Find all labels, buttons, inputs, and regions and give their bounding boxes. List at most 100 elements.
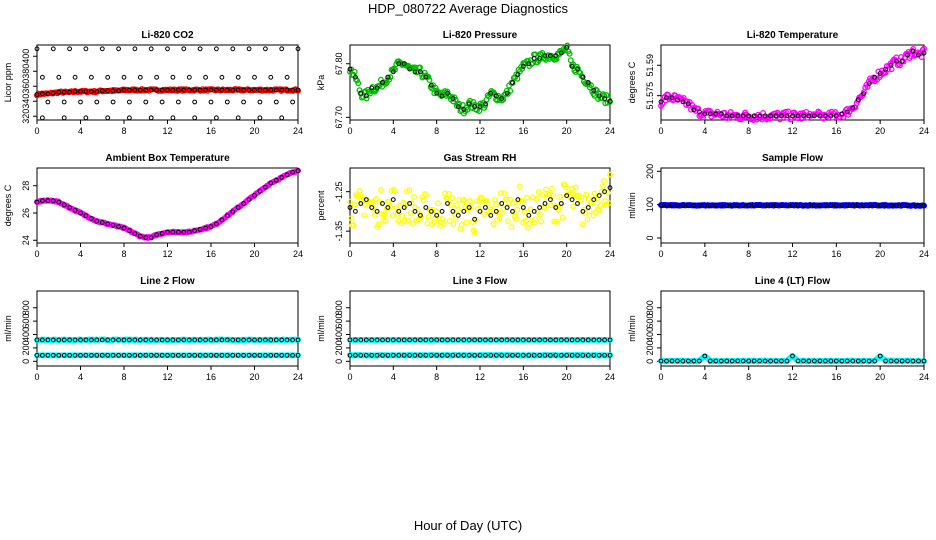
average-point <box>89 74 94 80</box>
data-point <box>481 211 488 217</box>
data-point <box>547 202 554 209</box>
average-point <box>861 91 867 96</box>
average-point <box>390 352 396 358</box>
average-point <box>888 358 894 364</box>
average-point <box>850 358 856 364</box>
average-point <box>680 99 686 105</box>
average-point <box>585 80 591 85</box>
average-point <box>290 337 296 343</box>
average-point <box>580 209 586 214</box>
average-point <box>235 337 241 343</box>
data-point <box>546 191 553 198</box>
average-point <box>596 193 602 199</box>
average-point <box>192 99 198 105</box>
average-point <box>176 87 181 93</box>
average-point <box>439 209 445 214</box>
data-point <box>597 202 604 209</box>
average-point <box>817 113 823 119</box>
average-point <box>548 197 553 203</box>
average-point <box>40 198 45 204</box>
data-point <box>58 352 65 359</box>
average-point <box>905 202 910 208</box>
average-point <box>423 337 429 343</box>
average-point <box>784 113 790 119</box>
average-point <box>510 337 515 343</box>
x-tick-label: 8 <box>746 249 751 259</box>
average-point <box>99 337 105 343</box>
average-point <box>390 197 396 203</box>
average-point <box>34 199 40 205</box>
y-tick-label: 400 <box>21 49 31 64</box>
average-point <box>268 180 274 186</box>
average-point <box>374 337 380 343</box>
data-point <box>788 114 795 121</box>
average-point <box>83 213 89 219</box>
x-tick-label: 12 <box>787 372 797 382</box>
x-tick-label: 24 <box>605 249 615 259</box>
average-point <box>72 207 78 213</box>
average-point <box>181 229 187 235</box>
average-point <box>246 352 252 358</box>
average-point <box>591 197 597 203</box>
average-point <box>396 209 402 214</box>
data-point <box>233 352 239 359</box>
data-point <box>392 188 399 195</box>
average-point <box>580 74 586 80</box>
average-point <box>159 99 165 105</box>
data-point <box>387 203 394 210</box>
data-point <box>376 336 383 343</box>
average-point <box>40 91 45 97</box>
average-point <box>806 358 812 364</box>
average-point <box>154 337 160 343</box>
average-point <box>445 201 450 206</box>
y-tick-label: 51.575 <box>645 82 655 110</box>
data-point <box>685 102 692 109</box>
average-point <box>121 225 127 231</box>
average-point <box>241 352 247 358</box>
average-point <box>89 337 94 343</box>
average-point <box>537 352 542 358</box>
average-point <box>455 352 461 358</box>
panel-9: Line 4 (LT) Flow 0 4 8 12 16 20 24 0 200400600800… <box>627 276 929 382</box>
average-point <box>499 352 505 358</box>
x-tick-label: 24 <box>293 126 303 136</box>
average-point <box>812 202 817 208</box>
average-point <box>439 337 445 343</box>
average-point <box>877 353 883 359</box>
panel-2: Li-820 Pressure 0 4 8 12 16 20 24 67.70 67.80 kPa <box>316 30 615 136</box>
average-point <box>126 87 132 93</box>
data-point <box>373 196 380 202</box>
average-point <box>779 113 784 119</box>
average-point <box>537 337 542 343</box>
average-point <box>290 352 296 358</box>
average-point <box>159 87 165 93</box>
average-point <box>801 113 806 119</box>
average-point <box>531 209 537 214</box>
average-point <box>768 113 773 119</box>
panel-title: Line 2 Flow <box>140 276 195 287</box>
average-point <box>686 358 691 364</box>
data-point <box>348 215 355 222</box>
data-point <box>511 336 518 343</box>
x-tick-label: 4 <box>78 126 83 136</box>
average-point <box>257 87 263 93</box>
x-tick-label: 4 <box>702 126 707 136</box>
average-point <box>279 87 285 93</box>
average-point <box>921 358 927 364</box>
average-point <box>713 202 719 208</box>
average-point <box>83 115 89 121</box>
average-point <box>116 337 121 343</box>
average-point <box>143 87 149 93</box>
average-point <box>241 87 247 93</box>
average-point <box>165 229 170 235</box>
data-point <box>193 352 200 359</box>
average-point <box>839 111 845 117</box>
average-point <box>241 201 247 206</box>
data-point <box>566 50 573 57</box>
average-point <box>504 205 510 210</box>
average-point <box>396 61 402 67</box>
point-cloud <box>34 336 301 359</box>
average-point <box>273 87 279 93</box>
average-point <box>72 337 78 343</box>
average-point <box>170 87 176 93</box>
